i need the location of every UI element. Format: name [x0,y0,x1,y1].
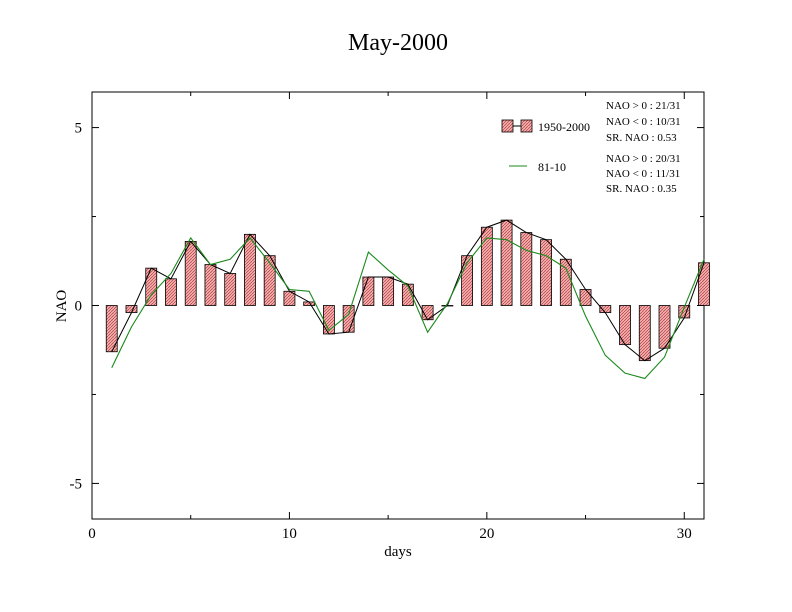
legend-swatch-bar-right [520,119,533,133]
series-lines [111,219,705,380]
legend-label-81-10: 81-10 [538,160,566,174]
bar-day-7 [224,273,237,306]
bar-day-20 [480,226,493,306]
stat-line: NAO < 0 : 10/31 [606,116,681,128]
stats-block-81-10: NAO > 0 : 20/31 NAO < 0 : 11/31 SR. NAO … [606,153,681,195]
legend: 1950-2000 81-10 [501,119,590,174]
chart-title: May-2000 [348,30,448,56]
line-81-10 [111,236,705,380]
bar-day-8 [244,233,256,306]
bar-day-23 [540,239,552,306]
bar-day-4 [165,278,177,306]
stat-line: NAO > 0 : 21/31 [606,100,681,112]
stat-line: SR. NAO : 0.35 [606,183,677,195]
x-tick-label: 30 [677,526,692,542]
bar-day-25 [579,289,592,306]
bar-day-28 [638,305,651,362]
legend-label-1950-2000: 1950-2000 [538,120,590,134]
bar-day-3 [145,267,158,306]
x-tick-label: 10 [282,526,297,542]
bar-day-26 [599,305,612,314]
bar-day-6 [204,264,217,306]
bar-day-5 [184,241,197,306]
y-tick-label: 0 [75,299,83,315]
legend-swatch-bar-left [501,119,514,133]
stats-block-1950-2000: NAO > 0 : 21/31 NAO < 0 : 10/31 SR. NAO … [606,100,681,144]
bar-day-14 [362,276,375,306]
bars-1950-2000 [105,219,710,362]
x-tick-label: 0 [88,526,96,542]
bar-day-22 [520,232,533,306]
stat-line: NAO < 0 : 11/31 [606,168,680,180]
x-tick-label: 20 [479,526,494,542]
x-axis-label: days [384,544,412,560]
bar-day-13 [342,305,355,333]
y-tick-label: -5 [70,476,83,492]
stat-line: NAO > 0 : 20/31 [606,153,681,165]
bar-day-15 [382,276,395,306]
bar-day-21 [500,219,513,306]
y-axis-label: NAO [54,290,70,323]
axis-ticks: 0 10 20 30 -5 0 5 [70,92,704,542]
stat-line: SR. NAO : 0.53 [606,132,677,144]
y-tick-label: 5 [75,121,83,137]
